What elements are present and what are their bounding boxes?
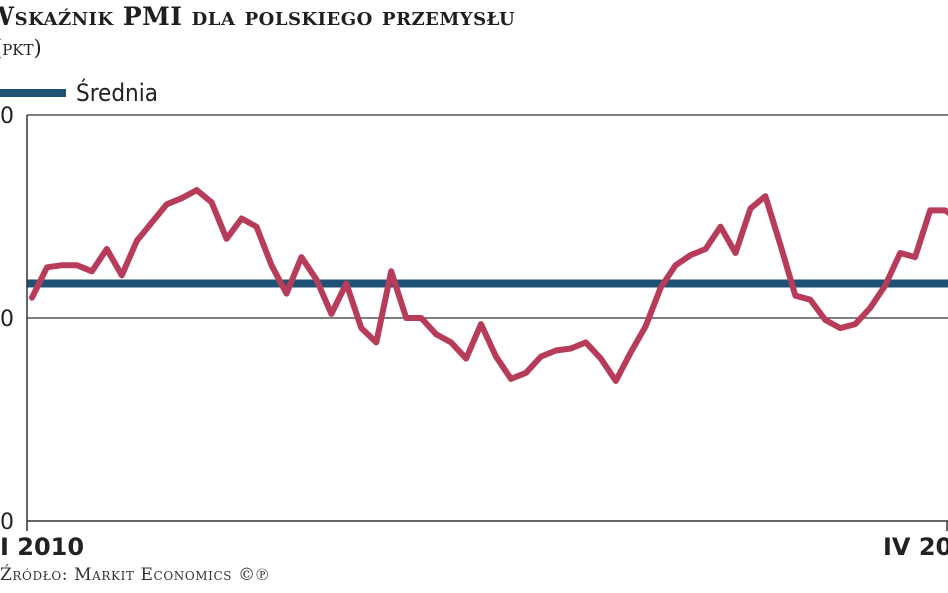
data-point xyxy=(733,251,738,256)
data-point xyxy=(404,316,409,321)
chart-unit-label: (pkt) xyxy=(0,36,42,60)
data-point xyxy=(853,322,858,327)
data-point xyxy=(254,224,259,229)
data-point xyxy=(643,324,648,329)
data-point xyxy=(928,208,933,213)
data-point xyxy=(149,220,154,225)
data-point xyxy=(628,350,633,355)
chart-axes: 40 50 60 I 2010 IV 2014 xyxy=(0,104,948,561)
data-point xyxy=(883,283,888,288)
data-point xyxy=(763,194,768,199)
data-point xyxy=(464,356,469,361)
data-point xyxy=(943,208,948,213)
data-point xyxy=(314,277,319,282)
data-point xyxy=(344,281,349,286)
chart-title: Wskaźnik PMI dla polskiego przemysłu xyxy=(0,2,516,31)
pmi-series-line xyxy=(29,187,948,384)
chart-gridlines xyxy=(27,114,948,522)
y-tick-label-40: 40 xyxy=(0,510,14,535)
data-point xyxy=(224,236,229,241)
data-point xyxy=(119,273,124,278)
data-point xyxy=(838,326,843,331)
data-point xyxy=(538,354,543,359)
data-point xyxy=(868,305,873,310)
data-point xyxy=(89,269,94,274)
x-tick-label-0: I 2010 xyxy=(0,533,84,561)
data-point xyxy=(793,293,798,298)
data-point xyxy=(449,340,454,345)
y-tick-label-60: 60 xyxy=(0,104,14,129)
data-point xyxy=(359,326,364,331)
chart-source: Źródło: Markit Economics ©℗ xyxy=(0,565,270,585)
data-point xyxy=(748,206,753,211)
data-point xyxy=(434,332,439,337)
legend: Średnia xyxy=(0,78,158,108)
x-tick-label-1: IV 2014 xyxy=(883,533,948,561)
data-point xyxy=(419,316,424,321)
data-point xyxy=(583,340,588,345)
data-point xyxy=(479,322,484,327)
pmi-series-layer xyxy=(29,187,948,384)
data-point xyxy=(329,311,334,316)
data-point xyxy=(524,370,529,375)
data-point xyxy=(179,196,184,201)
y-tick-label-50: 50 xyxy=(0,307,14,332)
data-point xyxy=(30,295,35,300)
data-point xyxy=(299,255,304,260)
data-point xyxy=(194,188,199,193)
data-point xyxy=(913,255,918,260)
legend-label-average: Średnia xyxy=(76,79,158,107)
data-point xyxy=(658,285,663,290)
data-point xyxy=(239,216,244,221)
data-point xyxy=(808,297,813,302)
data-point xyxy=(688,253,693,258)
data-point xyxy=(598,356,603,361)
data-point xyxy=(389,269,394,274)
data-point xyxy=(823,318,828,323)
data-point xyxy=(898,251,903,256)
data-point xyxy=(613,378,618,383)
data-point xyxy=(703,247,708,252)
legend-swatch-average xyxy=(0,89,66,97)
data-point xyxy=(104,247,109,252)
data-point xyxy=(45,265,50,270)
data-point xyxy=(494,354,499,359)
data-point xyxy=(134,238,139,243)
data-point xyxy=(509,376,514,381)
data-point xyxy=(778,242,783,247)
data-point xyxy=(59,263,64,268)
data-point xyxy=(269,263,274,268)
data-point xyxy=(673,263,678,268)
data-point xyxy=(284,291,289,296)
data-point xyxy=(74,263,79,268)
data-point xyxy=(553,348,558,353)
data-point xyxy=(718,224,723,229)
data-point xyxy=(374,340,379,345)
data-point xyxy=(568,346,573,351)
data-point xyxy=(209,200,214,205)
data-point xyxy=(164,202,169,207)
